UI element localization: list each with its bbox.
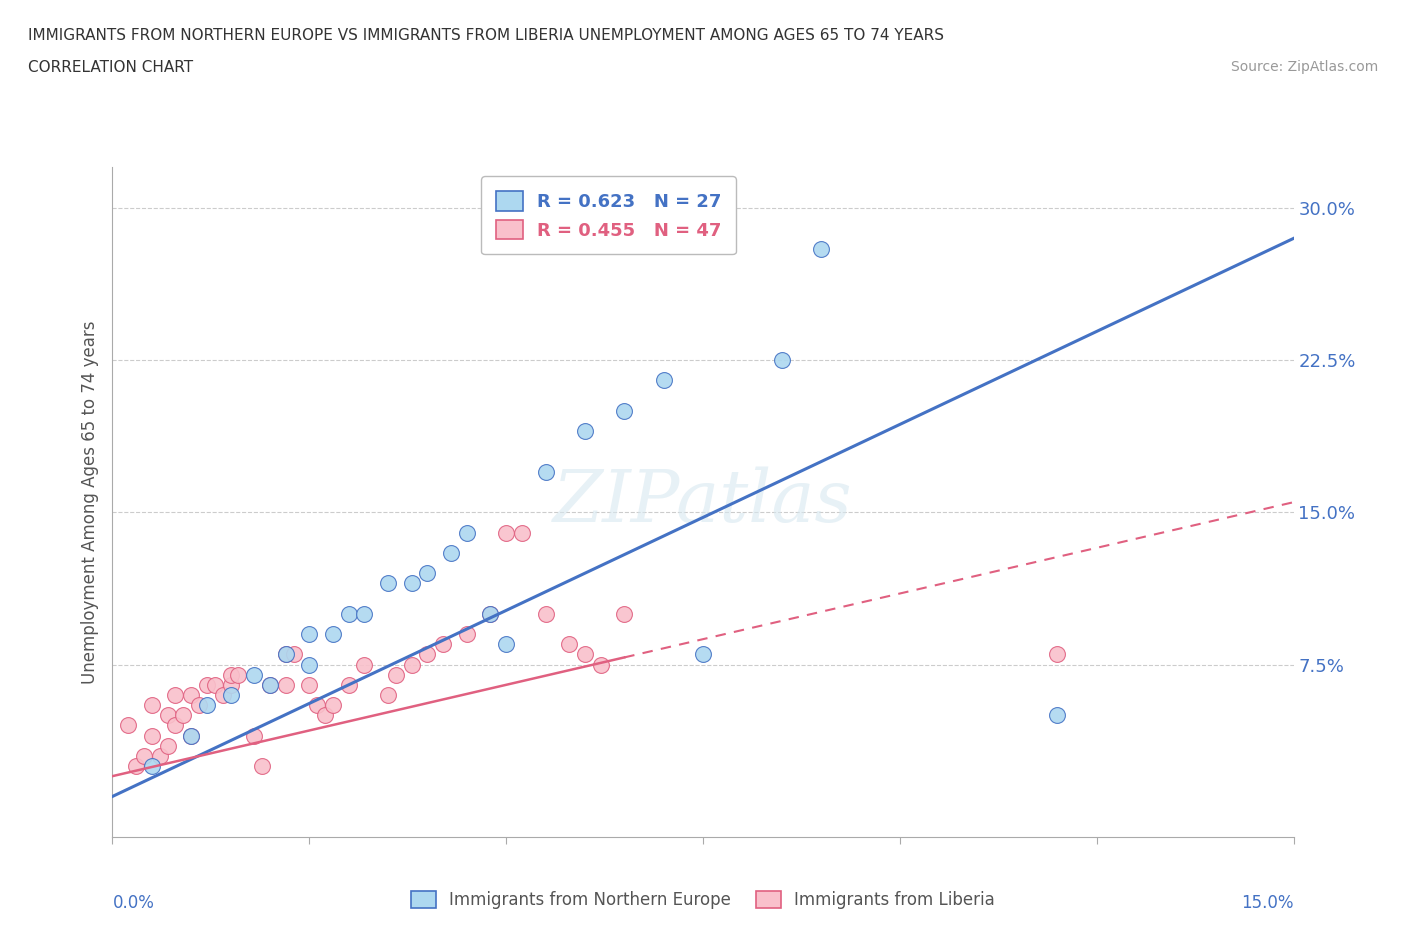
Point bbox=[219, 677, 242, 692]
Point bbox=[574, 647, 596, 662]
Point bbox=[1046, 708, 1069, 723]
Point bbox=[172, 708, 194, 723]
Point bbox=[377, 687, 399, 702]
Point bbox=[250, 759, 273, 774]
Point bbox=[298, 677, 321, 692]
Point bbox=[243, 667, 266, 682]
Point bbox=[274, 677, 297, 692]
Text: 0.0%: 0.0% bbox=[112, 894, 155, 912]
Point bbox=[141, 698, 163, 712]
Point bbox=[495, 525, 517, 540]
Point bbox=[479, 606, 502, 621]
Point bbox=[401, 658, 423, 672]
Point bbox=[456, 525, 478, 540]
Y-axis label: Unemployment Among Ages 65 to 74 years: Unemployment Among Ages 65 to 74 years bbox=[80, 321, 98, 684]
Point bbox=[259, 677, 281, 692]
Point bbox=[228, 667, 250, 682]
Legend: R = 0.623   N = 27, R = 0.455   N = 47: R = 0.623 N = 27, R = 0.455 N = 47 bbox=[481, 177, 735, 254]
Point bbox=[353, 658, 375, 672]
Point bbox=[243, 728, 266, 743]
Point bbox=[180, 728, 202, 743]
Text: IMMIGRANTS FROM NORTHERN EUROPE VS IMMIGRANTS FROM LIBERIA UNEMPLOYMENT AMONG AG: IMMIGRANTS FROM NORTHERN EUROPE VS IMMIG… bbox=[28, 28, 943, 43]
Text: ZIPatlas: ZIPatlas bbox=[553, 467, 853, 538]
Point bbox=[322, 627, 344, 642]
Point bbox=[125, 759, 148, 774]
Point bbox=[770, 352, 793, 367]
Point bbox=[117, 718, 139, 733]
Point bbox=[156, 738, 179, 753]
Point bbox=[132, 749, 155, 764]
Point bbox=[165, 687, 187, 702]
Point bbox=[534, 606, 557, 621]
Point bbox=[314, 708, 336, 723]
Point bbox=[613, 606, 636, 621]
Point bbox=[810, 241, 832, 256]
Point bbox=[337, 606, 360, 621]
Point bbox=[219, 667, 242, 682]
Point bbox=[156, 708, 179, 723]
Text: CORRELATION CHART: CORRELATION CHART bbox=[28, 60, 193, 75]
Point bbox=[574, 424, 596, 439]
Point bbox=[307, 698, 329, 712]
Point bbox=[385, 667, 408, 682]
Point bbox=[259, 677, 281, 692]
Point bbox=[479, 606, 502, 621]
Point bbox=[211, 687, 233, 702]
Point bbox=[298, 658, 321, 672]
Point bbox=[298, 627, 321, 642]
Point bbox=[274, 647, 297, 662]
Point bbox=[149, 749, 172, 764]
Legend: Immigrants from Northern Europe, Immigrants from Liberia: Immigrants from Northern Europe, Immigra… bbox=[402, 883, 1004, 917]
Point bbox=[180, 728, 202, 743]
Point bbox=[165, 718, 187, 733]
Point bbox=[613, 404, 636, 418]
Point bbox=[440, 546, 463, 561]
Point bbox=[432, 637, 454, 652]
Text: Source: ZipAtlas.com: Source: ZipAtlas.com bbox=[1230, 60, 1378, 74]
Point bbox=[219, 687, 242, 702]
Point bbox=[188, 698, 211, 712]
Point bbox=[180, 687, 202, 702]
Point bbox=[558, 637, 581, 652]
Point bbox=[495, 637, 517, 652]
Point bbox=[204, 677, 226, 692]
Point bbox=[534, 464, 557, 479]
Point bbox=[141, 759, 163, 774]
Point bbox=[195, 677, 218, 692]
Point bbox=[692, 647, 714, 662]
Point bbox=[141, 728, 163, 743]
Point bbox=[1046, 647, 1069, 662]
Point bbox=[456, 627, 478, 642]
Point bbox=[510, 525, 533, 540]
Text: 15.0%: 15.0% bbox=[1241, 894, 1294, 912]
Point bbox=[652, 373, 675, 388]
Point bbox=[416, 647, 439, 662]
Point bbox=[589, 658, 612, 672]
Point bbox=[195, 698, 218, 712]
Point bbox=[283, 647, 305, 662]
Point bbox=[337, 677, 360, 692]
Point bbox=[322, 698, 344, 712]
Point bbox=[416, 565, 439, 580]
Point bbox=[274, 647, 297, 662]
Point bbox=[377, 576, 399, 591]
Point bbox=[353, 606, 375, 621]
Point bbox=[401, 576, 423, 591]
